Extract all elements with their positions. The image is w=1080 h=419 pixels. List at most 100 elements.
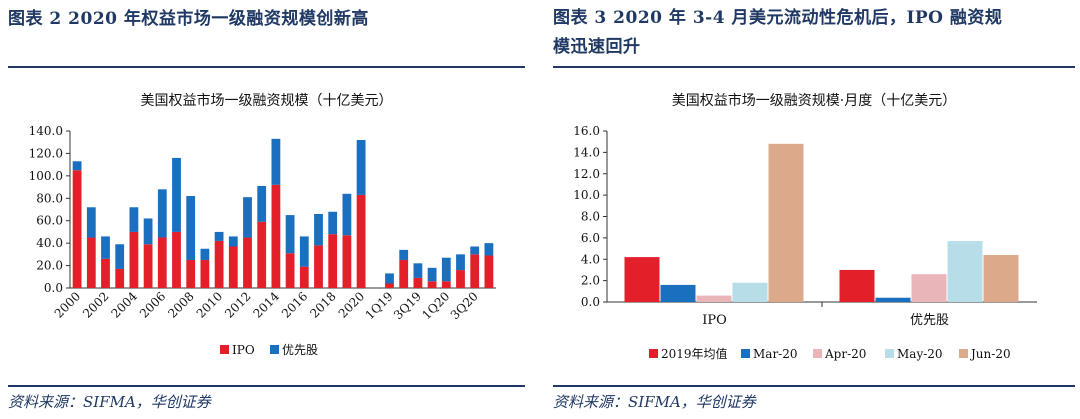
bar-ipo — [157, 237, 167, 288]
x-category-label: IPO — [702, 313, 727, 328]
x-tick-label: 1Q20 — [419, 289, 452, 322]
legend-label: 2019年均值 — [661, 346, 728, 361]
bar-2019 — [624, 257, 660, 302]
y-tick-label: 16.0 — [573, 124, 600, 138]
y-tick-label: 40.0 — [36, 236, 63, 250]
figure-3-panel: 图表 3 2020 年 3-4 月美元流动性危机后，IPO 融资规 模迅速回升 … — [553, 0, 1075, 419]
legend-label: Apr-20 — [824, 347, 866, 361]
legend-swatch — [959, 349, 968, 358]
x-tick-label: 2004 — [109, 289, 141, 321]
legend-swatch — [220, 345, 229, 354]
bar-preferred — [101, 236, 110, 259]
y-tick-label: 8.0 — [581, 210, 600, 224]
x-tick-label: 2006 — [137, 289, 168, 320]
figure-3-title-line-1: 图表 3 2020 年 3-4 月美元流动性危机后，IPO 融资规 — [553, 8, 1003, 28]
x-tick-label: 2016 — [279, 289, 310, 320]
bar-preferred — [285, 215, 295, 254]
bar-ipo — [86, 237, 96, 288]
y-tick-label: 12.0 — [573, 167, 600, 181]
bar-preferred — [115, 244, 125, 269]
bar-preferred — [271, 138, 281, 185]
bar-ipo — [314, 245, 323, 288]
bar-ipo — [413, 277, 423, 288]
bar-preferred — [86, 207, 96, 238]
bar-apr-20 — [911, 274, 947, 302]
y-tick-label: 140.0 — [29, 124, 63, 138]
bar-ipo — [72, 170, 82, 288]
bar-preferred — [427, 267, 437, 282]
bar-preferred — [257, 185, 267, 222]
bar-jun-20 — [983, 254, 1019, 302]
y-tick-label: 80.0 — [36, 191, 63, 205]
y-tick-label: 20.0 — [36, 259, 63, 273]
bar-preferred — [385, 273, 394, 284]
legend-label: May-20 — [897, 347, 943, 361]
figure-2-source: 资料来源：SIFMA，华创证券 — [8, 393, 211, 411]
x-tick-label: 2008 — [165, 289, 196, 320]
legend-label: Mar-20 — [753, 347, 798, 361]
bar-ipo — [143, 244, 153, 288]
bar-preferred — [143, 218, 153, 245]
legend-swatch — [649, 349, 658, 358]
bar-ipo — [271, 184, 281, 288]
bar-preferred — [186, 196, 196, 260]
bar-preferred — [157, 189, 167, 238]
bar-mar-20 — [875, 297, 911, 302]
bar-ipo — [186, 259, 196, 288]
chart-2-title: 美国权益市场一级融资规模·月度（十亿美元） — [671, 93, 957, 109]
x-tick-label: 2014 — [251, 289, 283, 321]
figure-2-panel: 图表 2 2020 年权益市场一级融资规模创新高 美国权益市场一级融资规模（十亿… — [8, 0, 525, 419]
bar-ipo — [101, 258, 110, 288]
bar-2019 — [839, 269, 875, 302]
bar-may-20 — [732, 282, 768, 302]
bar-preferred — [484, 243, 494, 256]
bar-ipo — [285, 253, 295, 288]
figure-3-title-line-2: 模迅速回升 — [553, 37, 641, 57]
bar-ipo — [484, 255, 494, 288]
y-tick-label: 4.0 — [581, 252, 600, 266]
bar-preferred — [356, 139, 366, 195]
figure-3-source: 资料来源：SIFMA，华创证券 — [553, 393, 756, 411]
bar-ipo — [456, 270, 465, 288]
x-tick-label: 3Q19 — [391, 289, 424, 322]
bar-ipo — [399, 259, 409, 288]
y-tick-label: 120.0 — [29, 146, 63, 160]
figure-3-top-rule — [553, 66, 1075, 68]
bar-apr-20 — [696, 295, 732, 302]
chart-1: 0.020.040.060.080.0100.0120.0140.0200020… — [29, 124, 496, 357]
figure-2-top-rule — [8, 66, 525, 68]
bar-ipo — [172, 231, 181, 288]
bar-ipo — [214, 240, 224, 288]
y-tick-label: 14.0 — [573, 145, 600, 159]
bar-ipo — [356, 194, 366, 288]
bar-ipo — [470, 254, 480, 288]
bar-mar-20 — [660, 284, 696, 302]
bar-jun-20 — [768, 143, 804, 302]
y-tick-label: 0.0 — [581, 295, 600, 309]
bar-ipo — [299, 266, 309, 288]
bar-ipo — [427, 281, 437, 288]
bar-ipo — [129, 231, 139, 288]
bar-preferred — [228, 236, 238, 247]
legend-label: Jun-20 — [969, 347, 1011, 361]
bar-ipo — [243, 237, 252, 288]
x-tick-label: 2002 — [80, 289, 111, 320]
bar-preferred — [456, 254, 465, 271]
bar-may-20 — [947, 241, 983, 302]
legend-swatch — [885, 349, 894, 358]
y-tick-label: 6.0 — [581, 231, 600, 245]
y-tick-label: 100.0 — [29, 169, 63, 183]
figure-2-title: 图表 2 2020 年权益市场一级融资规模创新高 — [8, 9, 369, 29]
bar-preferred — [72, 161, 82, 171]
legend-label: IPO — [232, 343, 255, 357]
figure-3-bottom-rule — [553, 385, 1075, 387]
x-tick-label: 3Q20 — [448, 289, 481, 322]
x-category-label: 优先股 — [910, 313, 949, 328]
x-tick-label: 2012 — [222, 289, 253, 320]
bar-preferred — [399, 249, 409, 260]
y-tick-label: 2.0 — [581, 274, 600, 288]
chart-1-title: 美国权益市场一级融资规模（十亿美元） — [140, 93, 393, 109]
bar-preferred — [328, 211, 338, 235]
bar-ipo — [342, 235, 352, 288]
bar-preferred — [172, 157, 181, 232]
